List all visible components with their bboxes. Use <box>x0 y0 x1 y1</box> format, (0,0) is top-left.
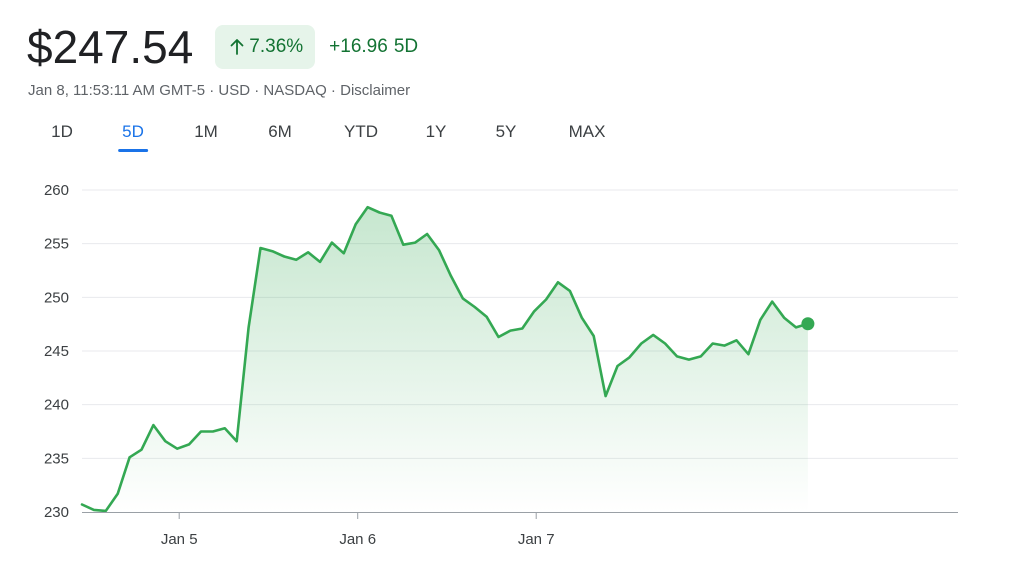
meta-separator: · <box>205 82 219 99</box>
tab-1m[interactable]: 1M <box>194 122 218 141</box>
absolute-change-value: +16.96 <box>329 36 388 57</box>
quote-meta: Jan 8, 11:53:11 AM GMT-5 · USD · NASDAQ … <box>28 82 410 99</box>
y-tick-label: 235 <box>44 450 69 467</box>
current-price: $247.54 <box>27 21 194 73</box>
x-tick-label: Jan 5 <box>161 531 198 548</box>
current-price-marker <box>801 317 815 331</box>
y-tick-label: 240 <box>44 397 69 414</box>
quote-currency: USD <box>218 82 251 99</box>
price-series-line <box>80 205 810 513</box>
change-span-label: 5D <box>393 36 419 57</box>
x-tick-label: Jan 6 <box>339 531 376 548</box>
chart-area <box>82 207 808 512</box>
y-tick-label: 255 <box>44 236 69 253</box>
y-tick-label: 245 <box>44 343 69 360</box>
y-tick-label: 250 <box>44 289 69 306</box>
meta-separator: · <box>326 82 341 99</box>
x-tick-label: Jan 7 <box>518 531 555 548</box>
time-range-tabs: 1D 5D 1M 6M YTD 1Y 5Y MAX <box>0 116 700 156</box>
quote-header: $247.54 7.36% +16.96 5D <box>27 18 418 76</box>
tab-1d[interactable]: 1D <box>51 122 73 141</box>
area-fill <box>82 207 808 512</box>
tab-5d[interactable]: 5D <box>118 116 148 152</box>
chart-marker <box>801 317 815 331</box>
x-axis: Jan 5 Jan 6 Jan 7 <box>82 512 958 548</box>
y-axis-ticks: 230 235 240 245 250 255 260 <box>44 182 69 521</box>
disclaimer-link[interactable]: Disclaimer <box>340 82 411 99</box>
meta-separator: · <box>250 82 264 99</box>
tab-1y[interactable]: 1Y <box>425 122 447 141</box>
tab-5y[interactable]: 5Y <box>495 122 517 141</box>
quote-exchange: NASDAQ <box>263 82 327 99</box>
tab-max[interactable]: MAX <box>568 122 606 141</box>
percent-change-badge: 7.36% <box>215 25 316 69</box>
y-tick-label: 230 <box>44 504 69 521</box>
arrow-up-icon <box>230 39 244 55</box>
tab-ytd[interactable]: YTD <box>344 122 378 141</box>
y-tick-label: 260 <box>44 182 69 199</box>
absolute-change: +16.96 5D <box>329 36 418 58</box>
chart-line <box>80 205 810 513</box>
quote-timestamp: Jan 8, 11:53:11 AM GMT-5 <box>28 82 206 99</box>
tab-6m[interactable]: 6M <box>268 122 292 141</box>
percent-change-value: 7.36% <box>249 36 304 57</box>
